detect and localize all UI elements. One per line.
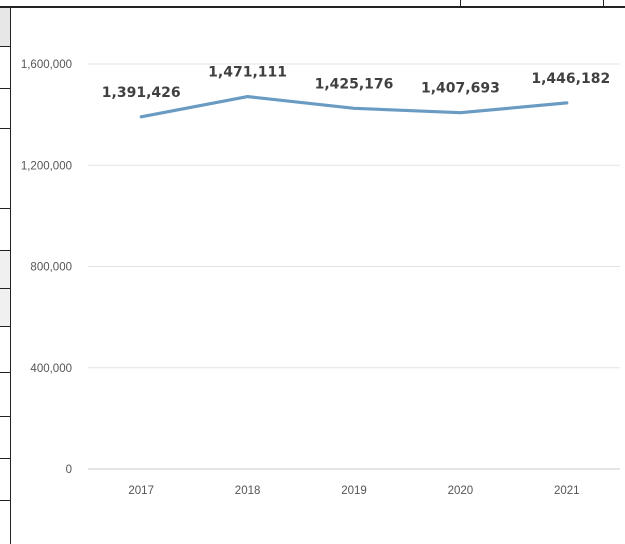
left-table-rule	[0, 372, 10, 373]
x-tick-label: 2017	[128, 485, 154, 497]
y-tick-label: 1,600,000	[21, 59, 72, 71]
left-table-cell-shaded	[0, 8, 10, 46]
data-labels: 1,391,426 1,471,111 1,425,176 1,407,693 1,44…	[102, 65, 610, 101]
left-table-rule	[0, 458, 10, 459]
left-table-rule	[0, 250, 10, 251]
x-tick-label: 2019	[341, 485, 367, 497]
data-label: 1,407,693	[421, 81, 500, 97]
left-table-rule	[0, 500, 10, 501]
series-line	[139, 94, 569, 119]
y-tick-label: 0	[66, 464, 72, 476]
left-table-rule	[0, 128, 10, 129]
data-label: 1,425,176	[315, 76, 394, 92]
left-table-border	[10, 8, 11, 544]
x-tick-label: 2020	[448, 485, 474, 497]
data-label: 1,471,111	[208, 65, 287, 81]
x-tick-label: 2018	[235, 485, 261, 497]
left-table-rule	[0, 46, 10, 47]
top-border	[0, 6, 625, 8]
left-table-rule	[0, 326, 10, 327]
left-table-rule	[0, 208, 10, 209]
y-tick-label: 400,000	[30, 363, 72, 375]
y-tick-label: 800,000	[30, 262, 72, 274]
left-table-rule	[0, 416, 10, 417]
y-axis-ticks: 0 400,000 800,000 1,200,000 1,600,000	[21, 59, 72, 476]
x-tick-label: 2021	[554, 485, 580, 497]
left-table-rule	[0, 88, 10, 89]
top-border-mark	[460, 0, 461, 6]
left-table-rule	[0, 288, 10, 289]
gridlines	[88, 63, 620, 470]
data-label: 1,391,426	[102, 85, 181, 101]
data-label: 1,446,182	[531, 71, 610, 87]
x-axis-ticks: 2017 2018 2019 2020 2021	[128, 485, 579, 497]
y-tick-label: 1,200,000	[21, 160, 72, 172]
series-line-layer	[139, 94, 569, 119]
top-border-mark	[603, 0, 604, 6]
